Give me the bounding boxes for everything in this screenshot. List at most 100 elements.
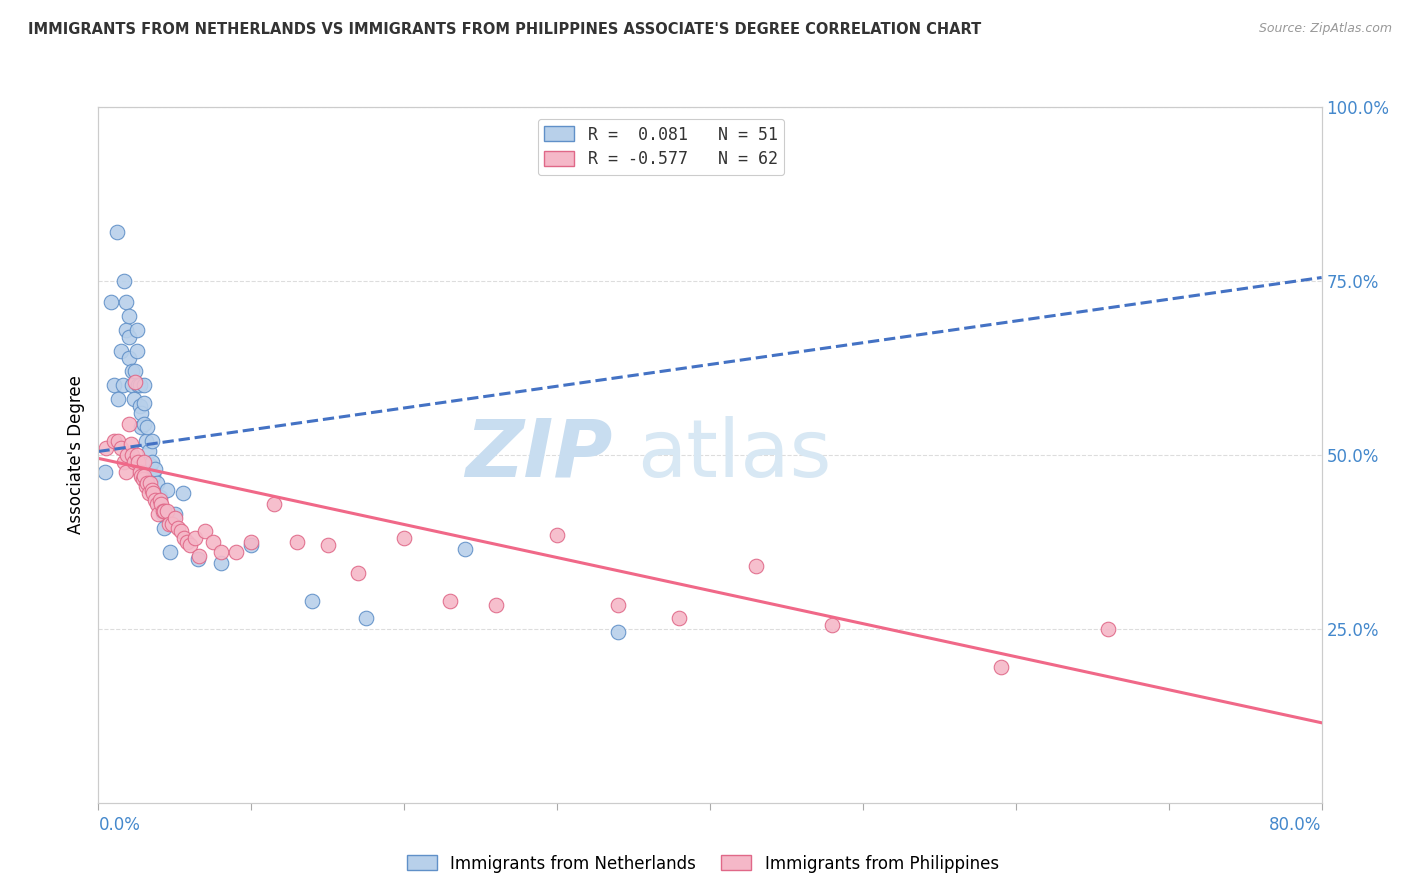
Point bbox=[127, 378, 149, 392]
Point bbox=[139, 458, 162, 473]
Point bbox=[156, 483, 179, 497]
Point bbox=[152, 503, 174, 517]
Point bbox=[134, 378, 156, 392]
Point bbox=[103, 434, 125, 448]
Point bbox=[150, 497, 173, 511]
Point bbox=[136, 475, 159, 490]
Point bbox=[128, 378, 150, 392]
Point bbox=[347, 566, 370, 581]
Point bbox=[240, 535, 263, 549]
Point bbox=[125, 343, 148, 358]
Point bbox=[129, 406, 152, 420]
Point bbox=[153, 503, 176, 517]
Point bbox=[107, 434, 129, 448]
Point bbox=[115, 466, 138, 480]
Point bbox=[157, 517, 180, 532]
Text: atlas: atlas bbox=[637, 416, 831, 494]
Point bbox=[125, 448, 148, 462]
Point bbox=[187, 552, 209, 566]
Point bbox=[134, 417, 156, 431]
Text: ZIP: ZIP bbox=[465, 416, 612, 494]
Point bbox=[821, 618, 844, 632]
Point bbox=[439, 594, 461, 608]
Point bbox=[202, 535, 225, 549]
Point bbox=[301, 594, 323, 608]
Point bbox=[209, 556, 232, 570]
Point bbox=[163, 510, 186, 524]
Point bbox=[139, 475, 162, 490]
Point bbox=[121, 364, 143, 378]
Point bbox=[170, 524, 193, 539]
Point bbox=[159, 545, 181, 559]
Point bbox=[143, 493, 166, 508]
Point bbox=[160, 517, 183, 532]
Point bbox=[149, 493, 172, 508]
Text: Source: ZipAtlas.com: Source: ZipAtlas.com bbox=[1258, 22, 1392, 36]
Point bbox=[124, 375, 146, 389]
Point bbox=[163, 507, 186, 521]
Point bbox=[117, 448, 139, 462]
Point bbox=[194, 524, 217, 539]
Point bbox=[546, 528, 568, 542]
Point bbox=[152, 507, 174, 521]
Point bbox=[392, 532, 416, 546]
Point bbox=[122, 455, 145, 469]
Legend: Immigrants from Netherlands, Immigrants from Philippines: Immigrants from Netherlands, Immigrants … bbox=[401, 848, 1005, 880]
Text: 80.0%: 80.0% bbox=[1270, 816, 1322, 834]
Point bbox=[145, 475, 167, 490]
Point bbox=[668, 611, 690, 625]
Point bbox=[188, 549, 211, 563]
Point bbox=[118, 309, 141, 323]
Point bbox=[141, 455, 163, 469]
Point bbox=[121, 448, 143, 462]
Point bbox=[156, 503, 179, 517]
Point bbox=[135, 479, 157, 493]
Point bbox=[127, 455, 149, 469]
Point bbox=[110, 343, 132, 358]
Point bbox=[124, 364, 146, 378]
Point bbox=[115, 294, 138, 309]
Point bbox=[120, 437, 142, 451]
Point bbox=[118, 351, 141, 365]
Point bbox=[143, 462, 166, 476]
Point bbox=[132, 472, 155, 486]
Point bbox=[209, 545, 232, 559]
Text: IMMIGRANTS FROM NETHERLANDS VS IMMIGRANTS FROM PHILIPPINES ASSOCIATE'S DEGREE CO: IMMIGRANTS FROM NETHERLANDS VS IMMIGRANT… bbox=[28, 22, 981, 37]
Point bbox=[745, 559, 768, 574]
Point bbox=[607, 625, 630, 640]
Point bbox=[167, 521, 190, 535]
Point bbox=[112, 274, 135, 288]
Point bbox=[134, 455, 156, 469]
Point bbox=[136, 420, 159, 434]
Point bbox=[121, 378, 143, 392]
Point bbox=[128, 466, 150, 480]
Point bbox=[110, 441, 132, 455]
Point bbox=[149, 490, 172, 504]
Point bbox=[129, 420, 152, 434]
Point bbox=[93, 466, 115, 480]
Point bbox=[240, 538, 263, 552]
Point bbox=[138, 444, 160, 458]
Point bbox=[146, 497, 169, 511]
Point bbox=[125, 323, 148, 337]
Point bbox=[485, 598, 508, 612]
Point bbox=[146, 507, 169, 521]
Point bbox=[607, 598, 630, 612]
Point bbox=[179, 538, 201, 552]
Point bbox=[142, 468, 165, 483]
Y-axis label: Associate's Degree: Associate's Degree bbox=[66, 376, 84, 534]
Point bbox=[100, 294, 122, 309]
Point bbox=[129, 468, 152, 483]
Point bbox=[990, 660, 1012, 674]
Point bbox=[285, 535, 308, 549]
Point bbox=[115, 323, 138, 337]
Point bbox=[128, 399, 150, 413]
Point bbox=[263, 497, 285, 511]
Point bbox=[173, 532, 195, 546]
Point bbox=[138, 486, 160, 500]
Point bbox=[176, 535, 198, 549]
Point bbox=[118, 329, 141, 343]
Text: 0.0%: 0.0% bbox=[98, 816, 141, 834]
Point bbox=[145, 497, 167, 511]
Point bbox=[134, 396, 156, 410]
